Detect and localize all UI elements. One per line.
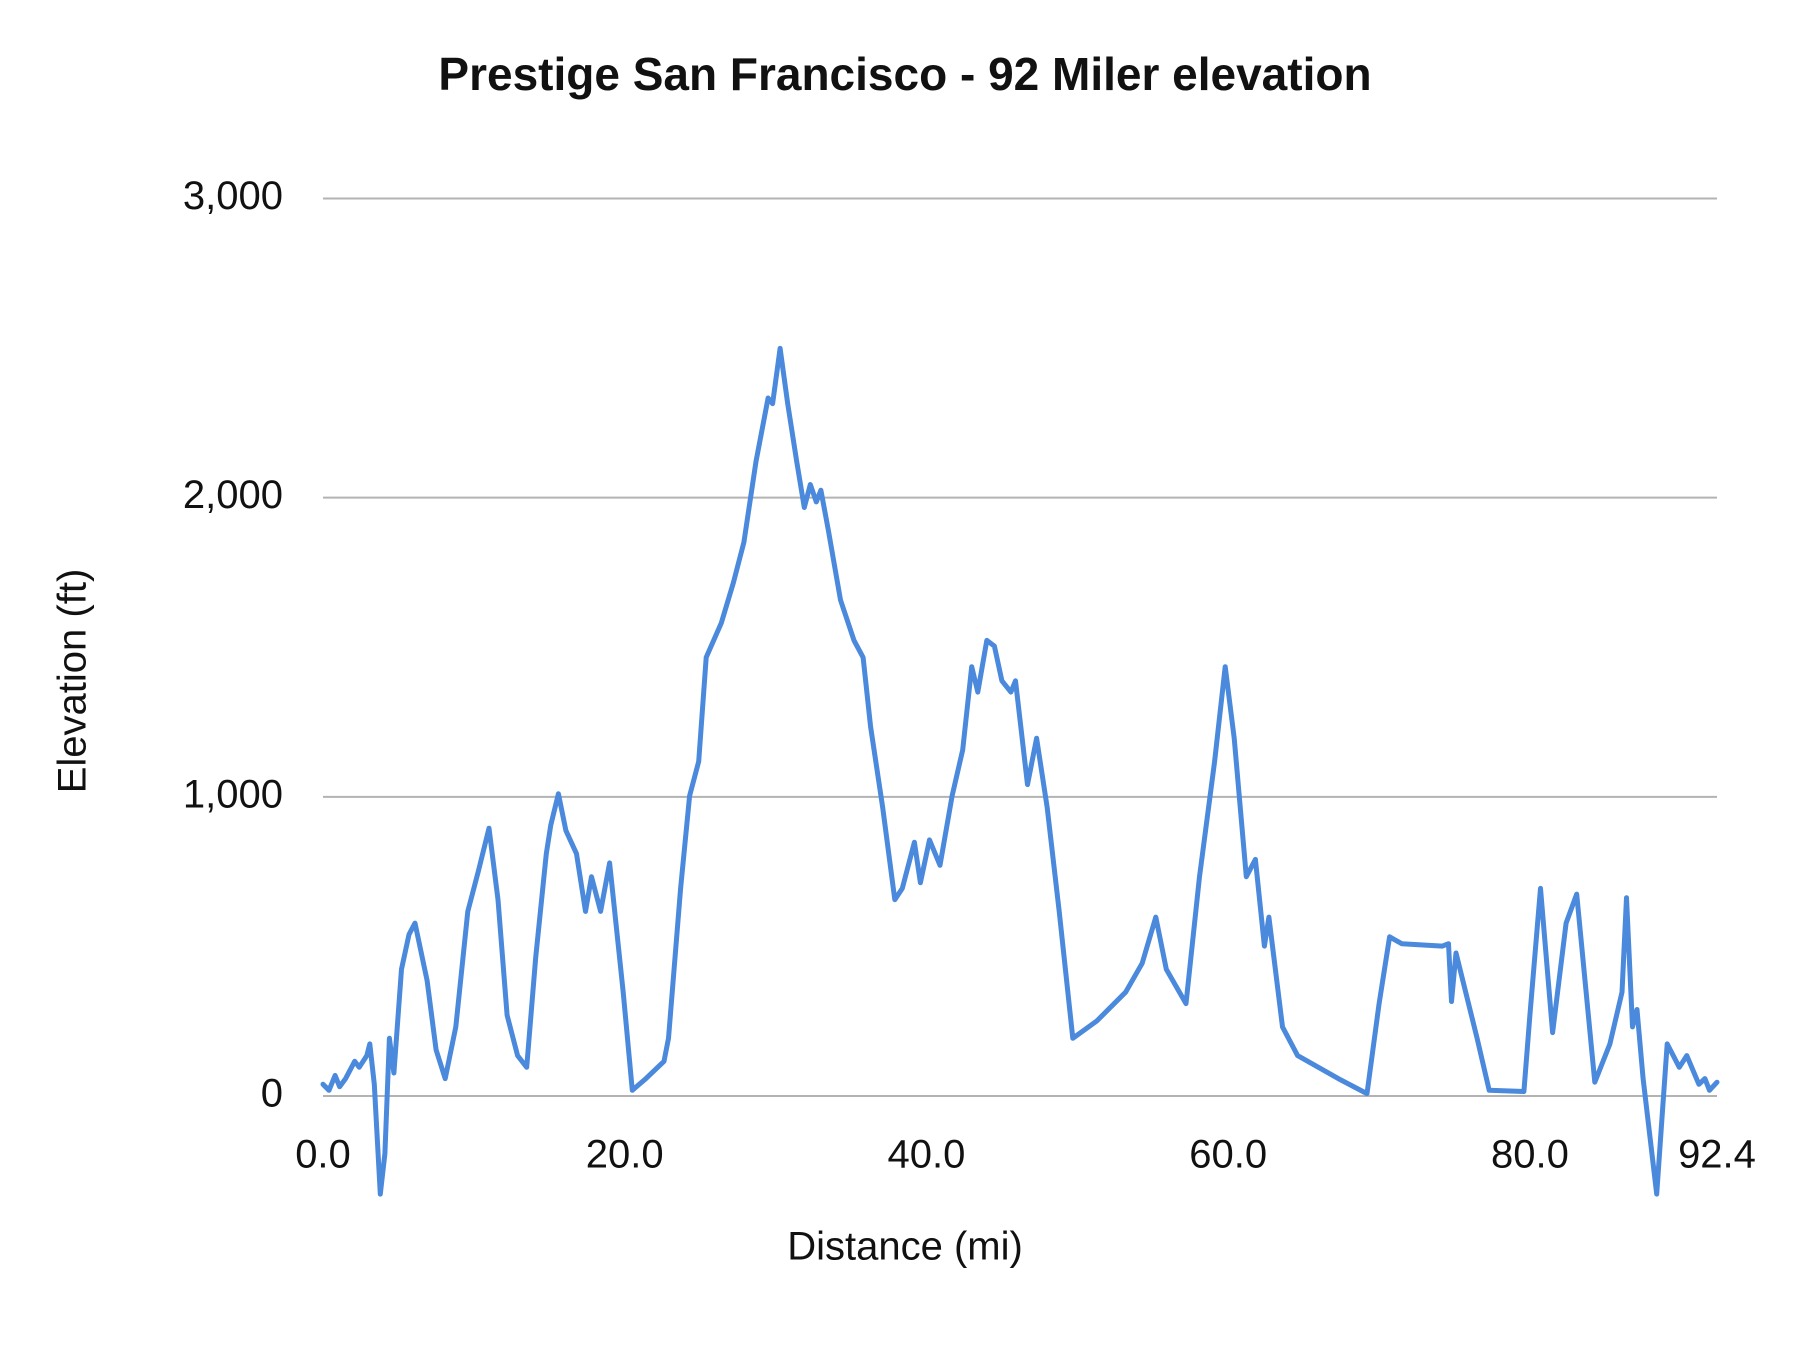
x-tick-label: 20.0 <box>586 1133 664 1177</box>
x-tick-label: 0.0 <box>295 1133 351 1177</box>
y-axis-label: Elevation (ft) <box>51 569 95 794</box>
x-tick-label: 60.0 <box>1189 1133 1267 1177</box>
x-tick-label: 92.4 <box>1678 1133 1756 1177</box>
y-tick-label: 1,000 <box>183 772 283 816</box>
elevation-line <box>320 345 1720 1197</box>
x-tick-label: 80.0 <box>1491 1133 1569 1177</box>
chart-title: Prestige San Francisco - 92 Miler elevat… <box>438 48 1371 100</box>
x-tick-label: 40.0 <box>888 1133 966 1177</box>
y-tick-label: 2,000 <box>183 473 283 517</box>
y-tick-label: 3,000 <box>183 174 283 218</box>
x-axis-label: Distance (mi) <box>787 1225 1023 1269</box>
y-tick-label: 0 <box>261 1072 283 1116</box>
